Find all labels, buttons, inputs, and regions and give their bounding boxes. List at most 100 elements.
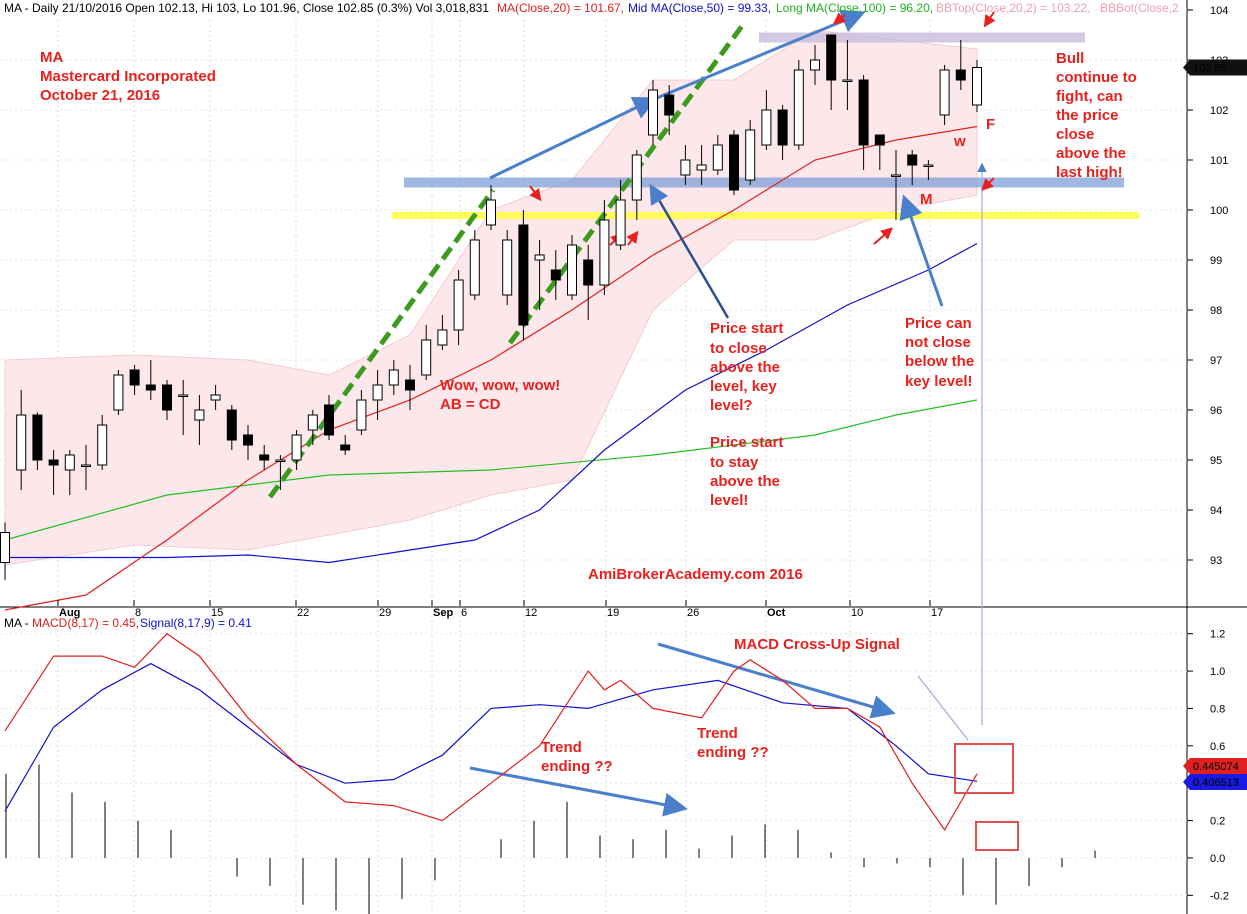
candle-body xyxy=(502,239,513,296)
signal-label: Signal(8,17,9) = 0.41 xyxy=(140,616,252,630)
ma100-line xyxy=(4,399,978,541)
resistance-band xyxy=(759,32,1085,43)
candle xyxy=(340,435,351,455)
macd-y-tick-label: 0.6 xyxy=(1210,741,1225,753)
candle xyxy=(826,34,837,110)
candle-body xyxy=(210,394,221,401)
candle xyxy=(178,380,189,435)
bbbot-label: BBBot(Close,2 xyxy=(1100,1,1179,15)
macd-prefix: MA - xyxy=(4,616,29,630)
candle-body xyxy=(243,434,253,446)
candle-body xyxy=(631,154,642,201)
macd-label: MACD(8,17) = 0.45, xyxy=(32,616,139,630)
ma50-label: Mid MA(Close,50) = 99.33, xyxy=(628,1,771,15)
close-above-line-2: to close xyxy=(710,340,767,357)
candle-body xyxy=(356,399,367,431)
candle-body xyxy=(340,444,351,451)
close-above-line-4: level, key xyxy=(710,378,777,395)
key-level-blue xyxy=(404,177,1124,188)
macd-value-tag-bg xyxy=(1183,758,1247,774)
candle xyxy=(518,210,529,340)
x-tick-label: 17 xyxy=(931,607,943,619)
annotation-bull: Bull continue to fight, can the price cl… xyxy=(1056,50,1137,181)
x-tick-label: 8 xyxy=(135,607,141,619)
ma50-line xyxy=(5,242,978,564)
ma20-label: MA(Close,20) = 101.67, xyxy=(497,1,624,15)
candle-body xyxy=(907,154,918,166)
candle xyxy=(0,522,10,580)
histogram-signal-box xyxy=(975,821,1019,851)
trend2-line-1: Trend xyxy=(697,725,738,742)
candle-body xyxy=(939,69,950,116)
arrow-cannot-close xyxy=(899,194,944,307)
candle-body xyxy=(680,159,691,176)
arrow-trend-2 xyxy=(657,642,896,719)
candle xyxy=(97,415,108,470)
candle xyxy=(939,65,950,125)
arrow-trend-1 xyxy=(469,766,688,817)
candle-body xyxy=(664,94,675,116)
candle-body xyxy=(437,329,448,346)
candle xyxy=(777,105,788,160)
candle-body xyxy=(550,269,561,281)
candle xyxy=(275,455,286,490)
date-title: October 21, 2016 xyxy=(40,87,160,104)
candle-body xyxy=(518,224,529,326)
bull-line-7: last high! xyxy=(1056,164,1123,181)
candle-body xyxy=(842,79,853,82)
y-tick-label: 97 xyxy=(1210,355,1222,367)
red-arrow-7 xyxy=(832,12,846,25)
annotation-abcd: Wow, wow, wow! AB = CD xyxy=(440,377,560,413)
candle-body xyxy=(178,394,189,397)
candle xyxy=(761,90,772,150)
candle xyxy=(486,185,496,230)
last-price-tag: 102.85 xyxy=(1183,59,1247,76)
candle xyxy=(502,230,513,305)
ma20-line xyxy=(4,125,978,611)
candle xyxy=(972,60,982,112)
symbol-title: MA xyxy=(40,49,63,66)
candle-body xyxy=(16,414,27,471)
candle-body xyxy=(453,279,464,331)
red-arrow-1 xyxy=(529,185,542,202)
candle-body xyxy=(599,219,610,286)
candle-body xyxy=(275,459,286,462)
candle-body xyxy=(810,59,820,71)
watermark: AmiBrokerAcademy.com 2016 xyxy=(588,566,803,583)
y-tick-label: 99 xyxy=(1210,255,1222,267)
y-tick-label: 100 xyxy=(1210,205,1228,217)
bull-line-6: above the xyxy=(1056,145,1126,162)
stay-above-line-1: Price start xyxy=(710,434,783,451)
red-arrow-3 xyxy=(626,230,639,246)
x-tick-label: Sep xyxy=(433,607,453,619)
macd-y-tick-label: -0.2 xyxy=(1210,890,1229,902)
x-tick-label: 12 xyxy=(525,607,537,619)
candle xyxy=(469,230,480,300)
candle xyxy=(405,365,415,410)
macd-value-tag-text: 0.445074 xyxy=(1193,761,1239,773)
candle xyxy=(583,245,594,320)
y-tick-label: 101 xyxy=(1210,155,1228,167)
signal-value-tag-text: 0.406513 xyxy=(1193,777,1239,789)
close-above-line-1: Price start xyxy=(710,320,783,337)
candle-body xyxy=(534,254,545,261)
candle xyxy=(437,315,448,350)
macd-cross-label: MACD Cross-Up Signal xyxy=(734,636,900,653)
candle-body xyxy=(874,134,885,146)
y-tick-label: 98 xyxy=(1210,305,1222,317)
stay-above-line-2: to stay xyxy=(710,454,759,471)
candle-body xyxy=(307,414,318,431)
macd-signal-line xyxy=(4,662,978,812)
candle xyxy=(324,395,334,440)
candle-body xyxy=(324,404,334,436)
bull-line-5: close xyxy=(1056,126,1094,143)
arrow-cross-label xyxy=(917,675,969,741)
candle xyxy=(874,134,885,170)
candle-body xyxy=(486,199,496,226)
signal-value-tag: 0.406513 xyxy=(1183,774,1247,790)
candle xyxy=(388,360,399,395)
y-tick-label: 102 xyxy=(1210,105,1228,117)
candle xyxy=(453,270,464,345)
stay-above-line-4: level! xyxy=(710,492,748,509)
